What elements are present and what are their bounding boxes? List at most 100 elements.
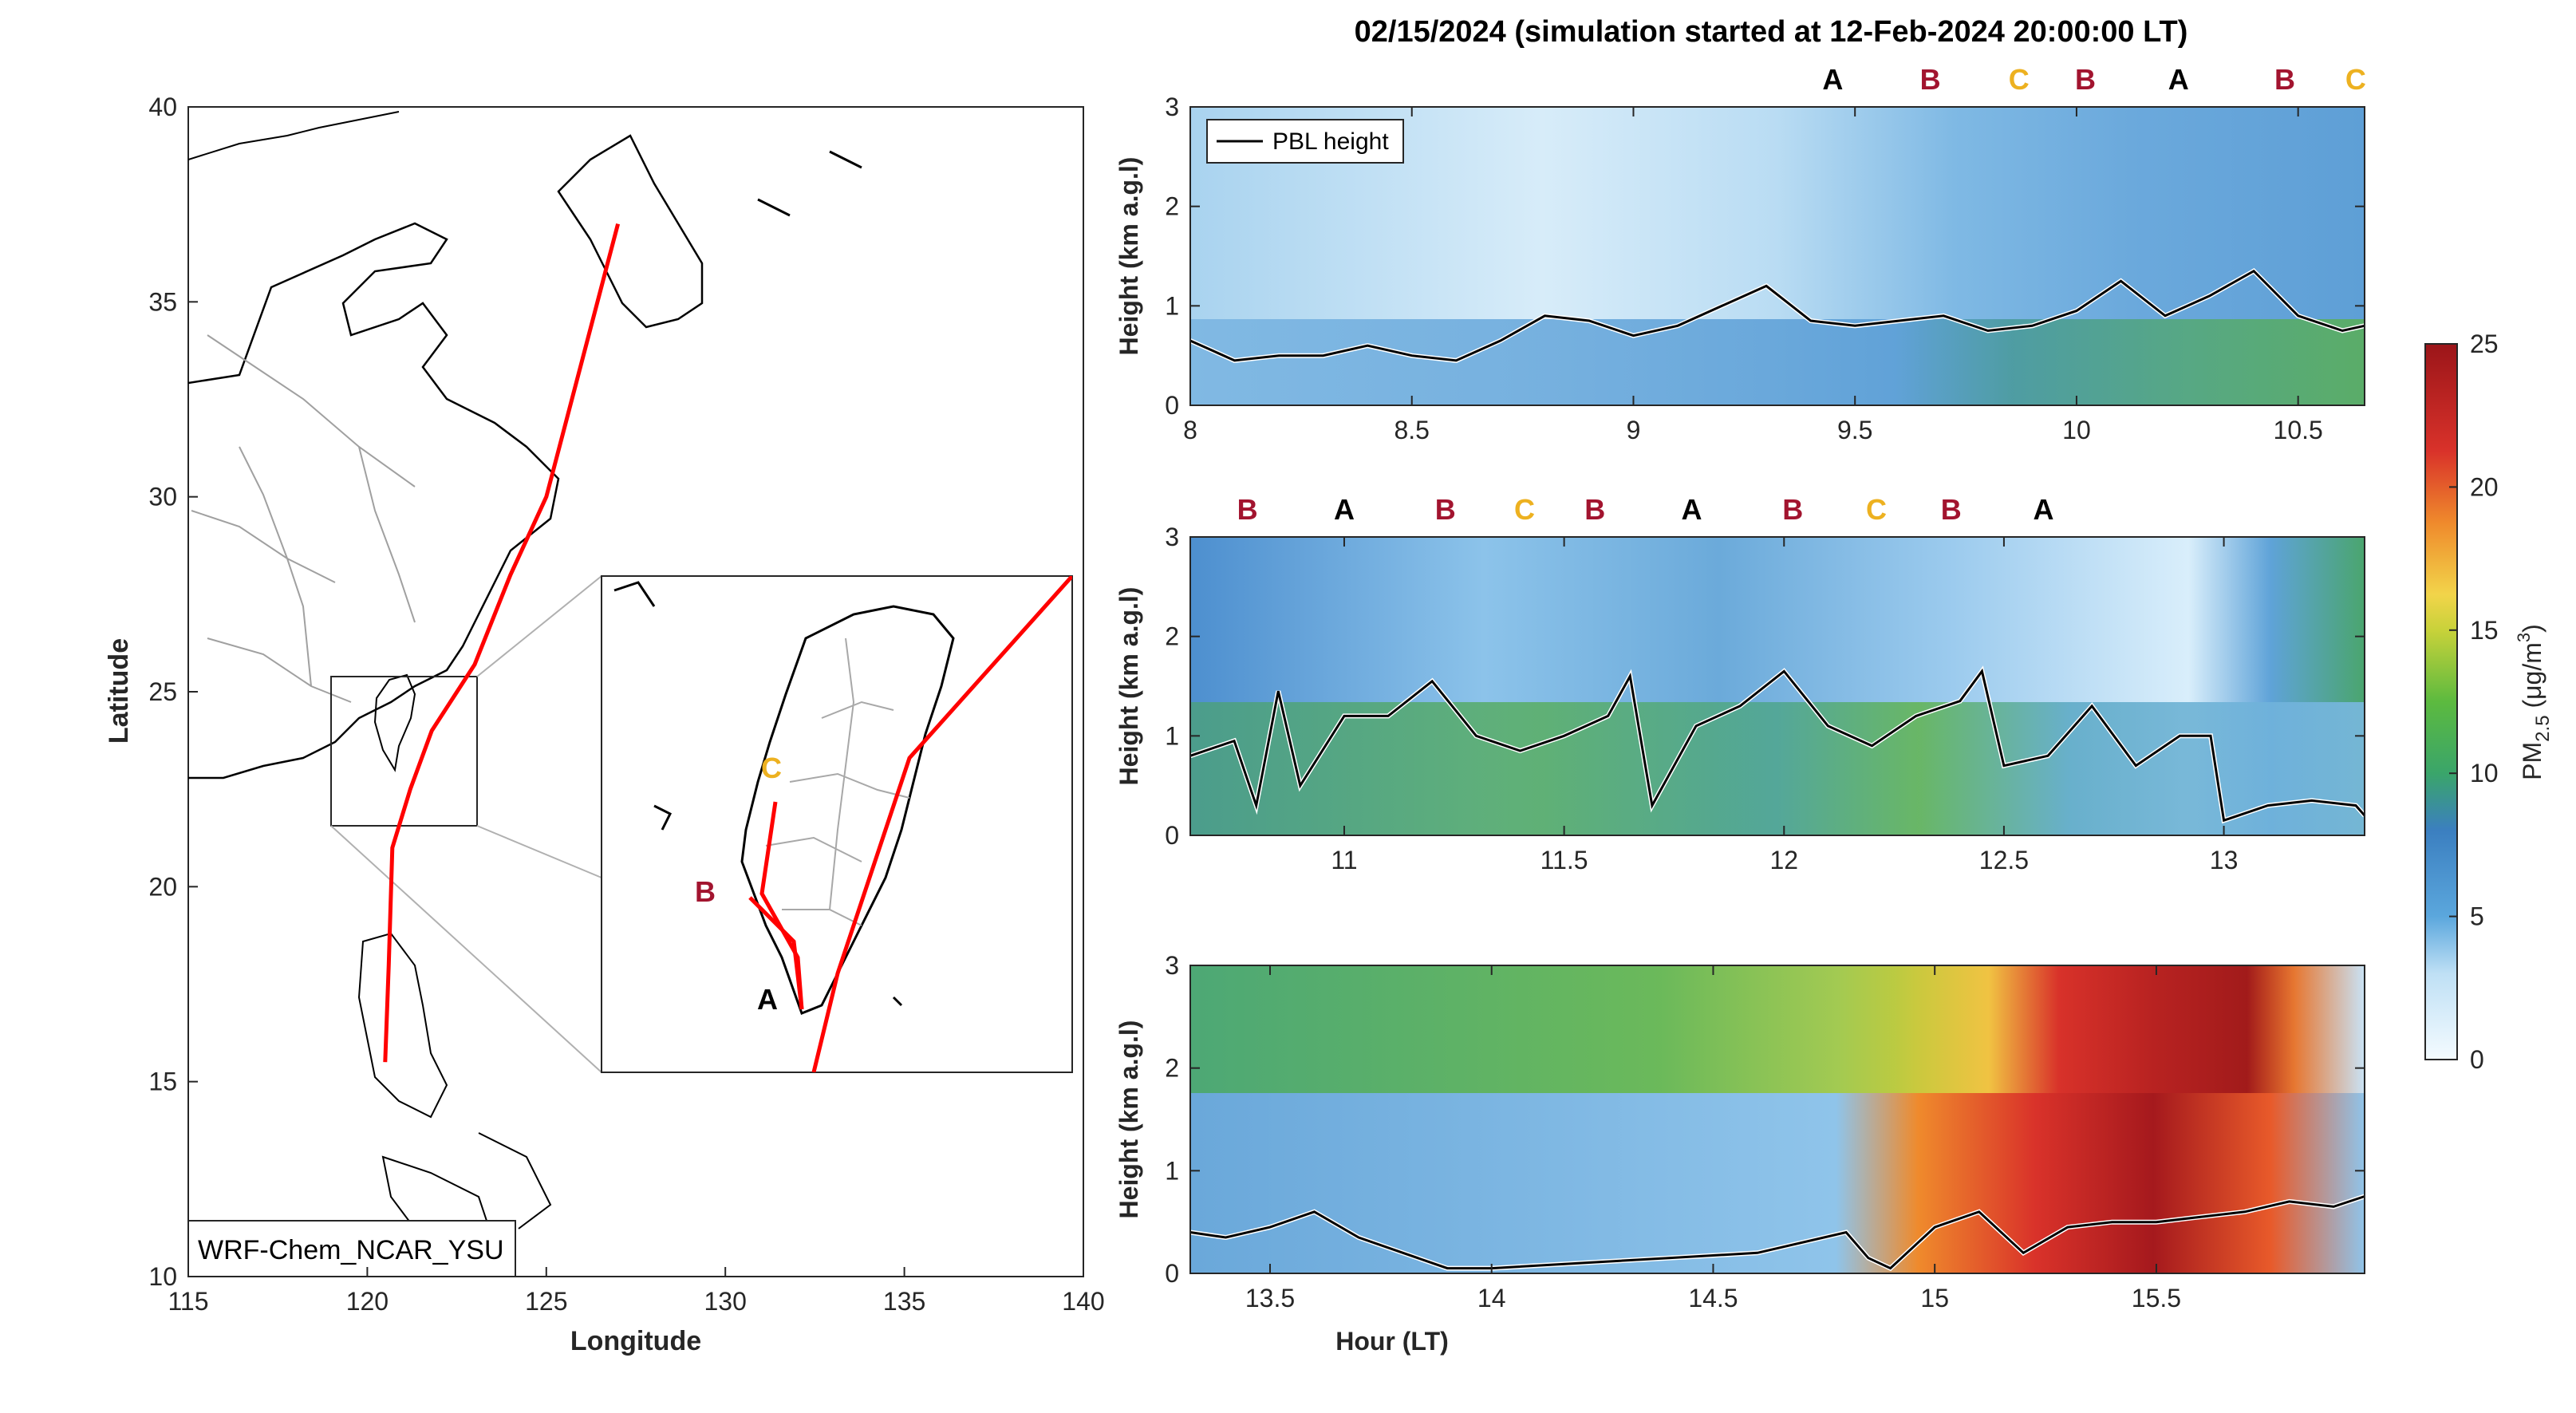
- panel-marker-a: A: [2168, 63, 2189, 96]
- pbl-height-line: [1189, 1195, 2365, 1270]
- map-panel: C B A WRF-Chem_NCAR_YSU 115 120 125 130 135 1…: [104, 93, 1105, 1356]
- panel-marker-b: B: [1435, 493, 1456, 526]
- panel-ytick-label: 2: [1165, 192, 1179, 221]
- inset-label-c: C: [761, 752, 782, 784]
- map-xtick-label: 125: [525, 1287, 567, 1316]
- panel-marker-b: B: [2075, 63, 2096, 96]
- panel-3-overlay: 13.5 14 14.5 15 15.5 0 1 2 3 Height (km a.g.l): [1114, 951, 2365, 1312]
- panel-xtick-label: 13.5: [1245, 1284, 1295, 1312]
- map-xtick-label: 130: [704, 1287, 747, 1316]
- pbl-height-line: [1189, 668, 2366, 823]
- map-trajectory: [383, 223, 621, 1063]
- panel-ytick-label: 0: [1165, 821, 1179, 850]
- map-ticks: 115 120 125 130 135 140 10 15 20 25 30 35 40: [148, 93, 1104, 1316]
- model-label: WRF-Chem_NCAR_YSU: [198, 1235, 504, 1265]
- map-ytick-label: 10: [148, 1262, 177, 1291]
- panel-ylabel: Height (km a.g.l): [1114, 587, 1143, 786]
- panel-xtick-label: 15: [1920, 1284, 1949, 1312]
- taiwan-small: [373, 673, 416, 772]
- colorbar-tick-label: 5: [2470, 902, 2484, 931]
- panel-marker-b: B: [1782, 493, 1803, 526]
- map-ytick-label: 30: [148, 483, 177, 511]
- pbl-height-line: [1189, 269, 2365, 362]
- panel-marker-c: C: [1866, 493, 1887, 526]
- panel-1-overlay: 8 8.5 9 9.5 10 10.5 0 1 2 3 Height (km a.g.l) A B C B A…: [1114, 63, 2366, 444]
- pbl-legend: PBL height: [1206, 119, 1404, 164]
- panel-ylabel: Height (km a.g.l): [1114, 1020, 1143, 1219]
- panel-2: [1190, 537, 2365, 835]
- north-coastline: [188, 111, 400, 160]
- panel-xtick-label: 10.5: [2274, 416, 2323, 444]
- map-xtick-label: 140: [1062, 1287, 1104, 1316]
- map-ytick-label: 40: [148, 93, 177, 121]
- inset-islands: [613, 581, 903, 1007]
- colorbar-label: PM2.5 (μg/m3): [2514, 624, 2554, 780]
- panel-ytick-label: 0: [1165, 391, 1179, 420]
- panel-marker-c: C: [1514, 493, 1535, 526]
- province-borders: [191, 334, 416, 703]
- panel-xtick-label: 14: [1477, 1284, 1506, 1312]
- panel3-xlabel: Hour (LT): [1335, 1327, 1449, 1356]
- panel-xtick-label: 11.5: [1540, 846, 1588, 874]
- panel-xtick-label: 9: [1627, 416, 1641, 444]
- panel-xtick-label: 11: [1331, 846, 1357, 874]
- panel-marker-b: B: [1920, 63, 1941, 96]
- panel-xtick-label: 13: [2210, 846, 2239, 874]
- panel-3: [1190, 965, 2365, 1273]
- map-xtick-label: 120: [346, 1287, 389, 1316]
- panel-marker-a: A: [2034, 493, 2054, 526]
- inset-map: C B A: [601, 575, 1073, 1073]
- panel-marker-a: A: [1681, 493, 1702, 526]
- panel-1: [1190, 107, 2365, 405]
- philippines-coastline: [357, 932, 448, 1119]
- panel-xtick-label: 15.5: [2132, 1284, 2181, 1312]
- colorbar-tick-label: 20: [2470, 472, 2499, 501]
- colorbar-tick-label: 15: [2470, 616, 2499, 645]
- panel-xtick-label: 9.5: [1837, 416, 1872, 444]
- panel-marker-b: B: [1584, 493, 1605, 526]
- panel-marker-b: B: [1237, 493, 1258, 526]
- panel-xtick-label: 10: [2062, 416, 2091, 444]
- model-label-box: [187, 1220, 516, 1277]
- panel-marker-b: B: [1941, 493, 1962, 526]
- panel-xtick-label: 14.5: [1688, 1284, 1738, 1312]
- panel-marker-a: A: [1334, 493, 1355, 526]
- zoom-connector-bottom: [330, 825, 602, 1073]
- map-ytick-label: 15: [148, 1068, 177, 1096]
- panel1-field-low: [1190, 319, 2365, 405]
- panel-ytick-label: 1: [1165, 291, 1179, 320]
- panel-overlays: 8 8.5 9 9.5 10 10.5 0 1 2 3 Height (km a.g.l) A B C B A…: [1114, 63, 2367, 1312]
- legend-label: PBL height: [1272, 128, 1389, 155]
- panel-marker-c: C: [2009, 63, 2030, 96]
- panel-axes-box: [1189, 536, 2365, 836]
- japan-fragments: [757, 150, 862, 217]
- inset-trajectory-branch-b: [748, 896, 804, 1010]
- panel3-field-top: [1190, 965, 2365, 1093]
- map-ytick-label: 35: [148, 287, 177, 316]
- county-borders: [765, 637, 910, 926]
- panel-ytick-label: 3: [1165, 951, 1179, 980]
- panel-axes-box: [1189, 106, 2365, 406]
- panel-xtick-label: 8.5: [1394, 416, 1429, 444]
- map-ytick-label: 20: [148, 872, 177, 901]
- panel-xtick-label: 12.5: [1979, 846, 2029, 874]
- colorbar-ticks: 0 5 10 15 20 25: [2449, 330, 2499, 1074]
- panel-ytick-label: 2: [1165, 622, 1179, 651]
- inset-label-a: A: [757, 983, 778, 1016]
- inset-box: [601, 575, 1073, 1073]
- panel-xtick-label: 8: [1183, 416, 1197, 444]
- panel-marker-c: C: [2345, 63, 2366, 96]
- panel-ytick-label: 3: [1165, 523, 1179, 551]
- map-ytick-label: 25: [148, 677, 177, 706]
- zoom-connector-top: [476, 575, 602, 677]
- map-xlabel: Longitude: [570, 1326, 701, 1356]
- panel-ylabel: Height (km a.g.l): [1114, 157, 1143, 356]
- colorbar: 0 5 10 15 20 25 PM2.5 (μg/m3): [2424, 330, 2554, 1074]
- panel-marker-b: B: [2274, 63, 2295, 96]
- panel-axes-box: [1189, 965, 2365, 1274]
- panel-marker-a: A: [1822, 63, 1843, 96]
- colorbar-tick-label: 0: [2470, 1045, 2484, 1074]
- inset-label-b: B: [695, 875, 716, 908]
- colorbar-bar: [2424, 343, 2458, 1060]
